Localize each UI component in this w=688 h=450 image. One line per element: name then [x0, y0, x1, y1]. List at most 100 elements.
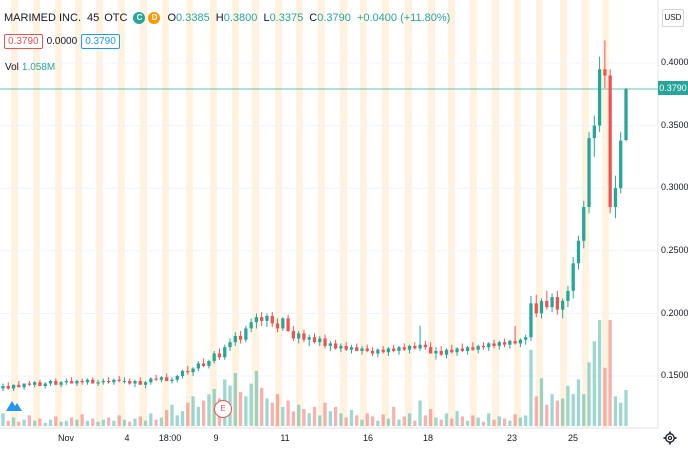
- volume-bar: [307, 413, 311, 426]
- volume-bar: [603, 367, 607, 426]
- session-band: [582, 0, 589, 428]
- volume-bar: [318, 415, 322, 426]
- candle-body: [450, 349, 454, 353]
- volume-bar: [513, 414, 517, 426]
- candle-body: [582, 206, 586, 241]
- candle-body: [112, 379, 116, 383]
- volume-bar: [550, 394, 554, 426]
- volume-bar: [180, 411, 185, 426]
- ohlc-high: 0.3800: [223, 12, 258, 24]
- tradingview-logo-icon[interactable]: [5, 398, 23, 412]
- ask-button[interactable]: 0.3790: [81, 34, 120, 49]
- session-band: [560, 0, 567, 428]
- volume-bar: [159, 417, 164, 426]
- earnings-marker[interactable]: E: [214, 400, 232, 418]
- volume-label: Vol: [5, 62, 19, 73]
- volume-bar: [423, 415, 428, 426]
- last-price-label: 0.3790: [658, 81, 688, 95]
- volume-bar: [429, 409, 433, 426]
- x-tick: 16: [362, 433, 374, 443]
- session-band: [55, 0, 62, 428]
- candle-body: [270, 315, 274, 324]
- candle-body: [592, 125, 596, 139]
- candle-body: [476, 345, 480, 350]
- candle-body: [613, 188, 618, 207]
- volume-bar: [328, 411, 332, 426]
- volume-bar: [196, 406, 200, 426]
- volume-bar: [165, 410, 169, 426]
- session-band: [536, 0, 543, 428]
- volume-bar: [207, 394, 211, 426]
- volume-bar: [539, 378, 544, 426]
- candle-body: [444, 349, 449, 355]
- volume-bar: [355, 415, 359, 426]
- volume-bar: [613, 396, 618, 426]
- candle-body: [6, 386, 10, 389]
- spread-value: 0.0000: [46, 36, 78, 47]
- candle-body: [497, 342, 501, 346]
- volume-bar: [38, 418, 42, 426]
- volume-bar: [33, 420, 37, 426]
- candle-body: [170, 379, 174, 382]
- volume-bar: [265, 398, 269, 426]
- candle-body: [355, 347, 359, 351]
- candle-body: [212, 353, 216, 361]
- volume-bar: [508, 420, 512, 426]
- session-band: [470, 0, 477, 428]
- symbol-name[interactable]: MARIMED INC.: [4, 12, 81, 24]
- volume-bar: [497, 416, 501, 426]
- volume-bar: [360, 419, 364, 426]
- candle-body: [529, 303, 533, 338]
- candle-body: [180, 370, 185, 376]
- candle-body: [233, 335, 237, 343]
- volume-bar: [238, 392, 243, 426]
- volume-bar: [624, 389, 628, 426]
- volume-bar: [133, 418, 137, 426]
- interval[interactable]: 45: [87, 12, 100, 24]
- y-tick: 0.3500: [661, 120, 688, 130]
- volume-bar: [270, 402, 274, 426]
- volume-bar: [381, 414, 385, 426]
- candle-body: [471, 347, 475, 350]
- volume-bar: [349, 410, 354, 426]
- bid-button[interactable]: 0.3790: [4, 34, 43, 49]
- volume-bar: [249, 383, 253, 426]
- volume-bar: [11, 417, 16, 426]
- volume-bar: [534, 396, 538, 426]
- currency-button[interactable]: USD: [662, 9, 684, 27]
- candle-body: [608, 75, 612, 207]
- volume-bar: [302, 409, 306, 426]
- y-tick: 0.2000: [661, 308, 688, 318]
- candle-body: [534, 303, 538, 314]
- volume-bar: [460, 416, 464, 426]
- candle-body: [122, 381, 127, 383]
- volume-bar: [96, 421, 100, 426]
- candle-body: [561, 300, 565, 310]
- candle-body: [260, 317, 264, 321]
- y-tick: 0.2500: [661, 245, 688, 255]
- volume-bar: [576, 379, 581, 426]
- volume-bar: [191, 396, 195, 426]
- volume-bar: [17, 421, 21, 426]
- volume-bar: [376, 420, 380, 426]
- volume-bar: [201, 400, 206, 426]
- candle-body: [339, 345, 343, 349]
- volume-bar: [149, 413, 153, 426]
- candle-body: [286, 318, 290, 331]
- volume-bar: [154, 419, 158, 426]
- candle-body: [217, 353, 222, 358]
- gear-icon[interactable]: [663, 431, 677, 445]
- candle-body: [323, 338, 327, 346]
- volume-bar: [502, 418, 507, 426]
- volume-bar: [297, 404, 301, 426]
- candle-body: [365, 348, 369, 351]
- candle-body: [487, 343, 491, 348]
- candle-body: [429, 347, 433, 354]
- volume-bar: [323, 402, 327, 426]
- candle-body: [254, 317, 259, 323]
- y-tick: 0.1500: [661, 370, 688, 380]
- volume-bar: [455, 411, 459, 426]
- volume-bar: [138, 416, 142, 426]
- volume-bar: [244, 396, 248, 426]
